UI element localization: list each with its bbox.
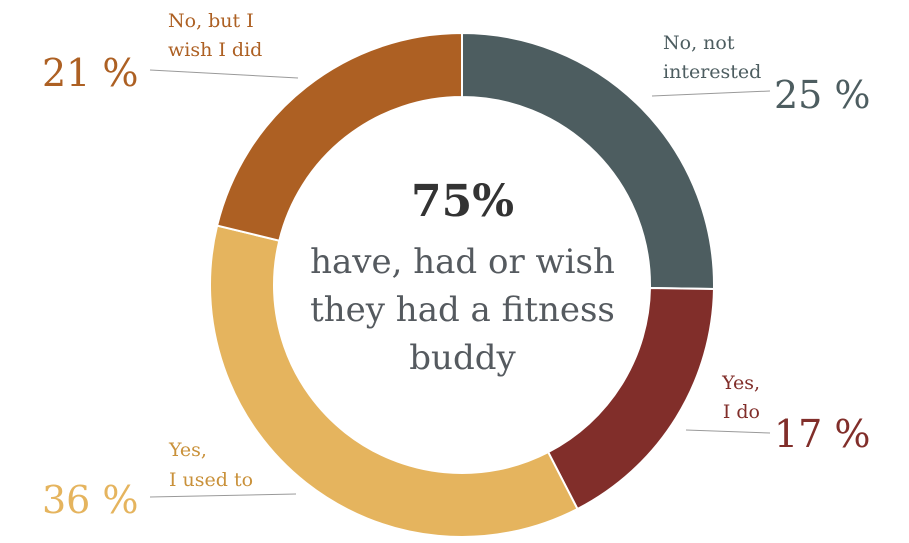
category-label-no-not-interested: No, not [663,32,735,54]
value-label-no-not-interested: 25 % [774,73,871,117]
donut-slices [209,31,715,538]
slice-no-but-wish [215,31,463,242]
category-label-yes-i-do: I do [723,401,760,423]
category-label-no-but-wish: No, but I [168,10,254,32]
leader-line-no-not-interested [651,90,771,97]
category-label-yes-i-used-to: Yes, [168,439,207,461]
leader-lines [149,69,771,498]
slice-yes-i-used-to [209,224,579,538]
leader-line-no-but-wish [149,69,299,79]
category-label-yes-i-used-to: I used to [169,469,253,491]
category-label-no-not-interested: interested [663,61,761,83]
slice-labels: No, not interested 25 % Yes, I do 17 % Yes, I u… [42,10,871,522]
category-label-yes-i-do: Yes, [721,372,760,394]
center-subtitle: have, had or wish they had a fitness bud… [310,242,615,378]
leader-line-yes-i-do [685,429,771,434]
value-label-yes-i-do: 17 % [774,412,871,456]
center-headline: 75% [410,176,515,227]
value-label-no-but-wish: 21 % [42,51,139,95]
category-label-no-but-wish: wish I did [168,39,262,61]
leader-line-yes-i-used-to [149,493,297,498]
value-label-yes-i-used-to: 36 % [42,478,139,522]
